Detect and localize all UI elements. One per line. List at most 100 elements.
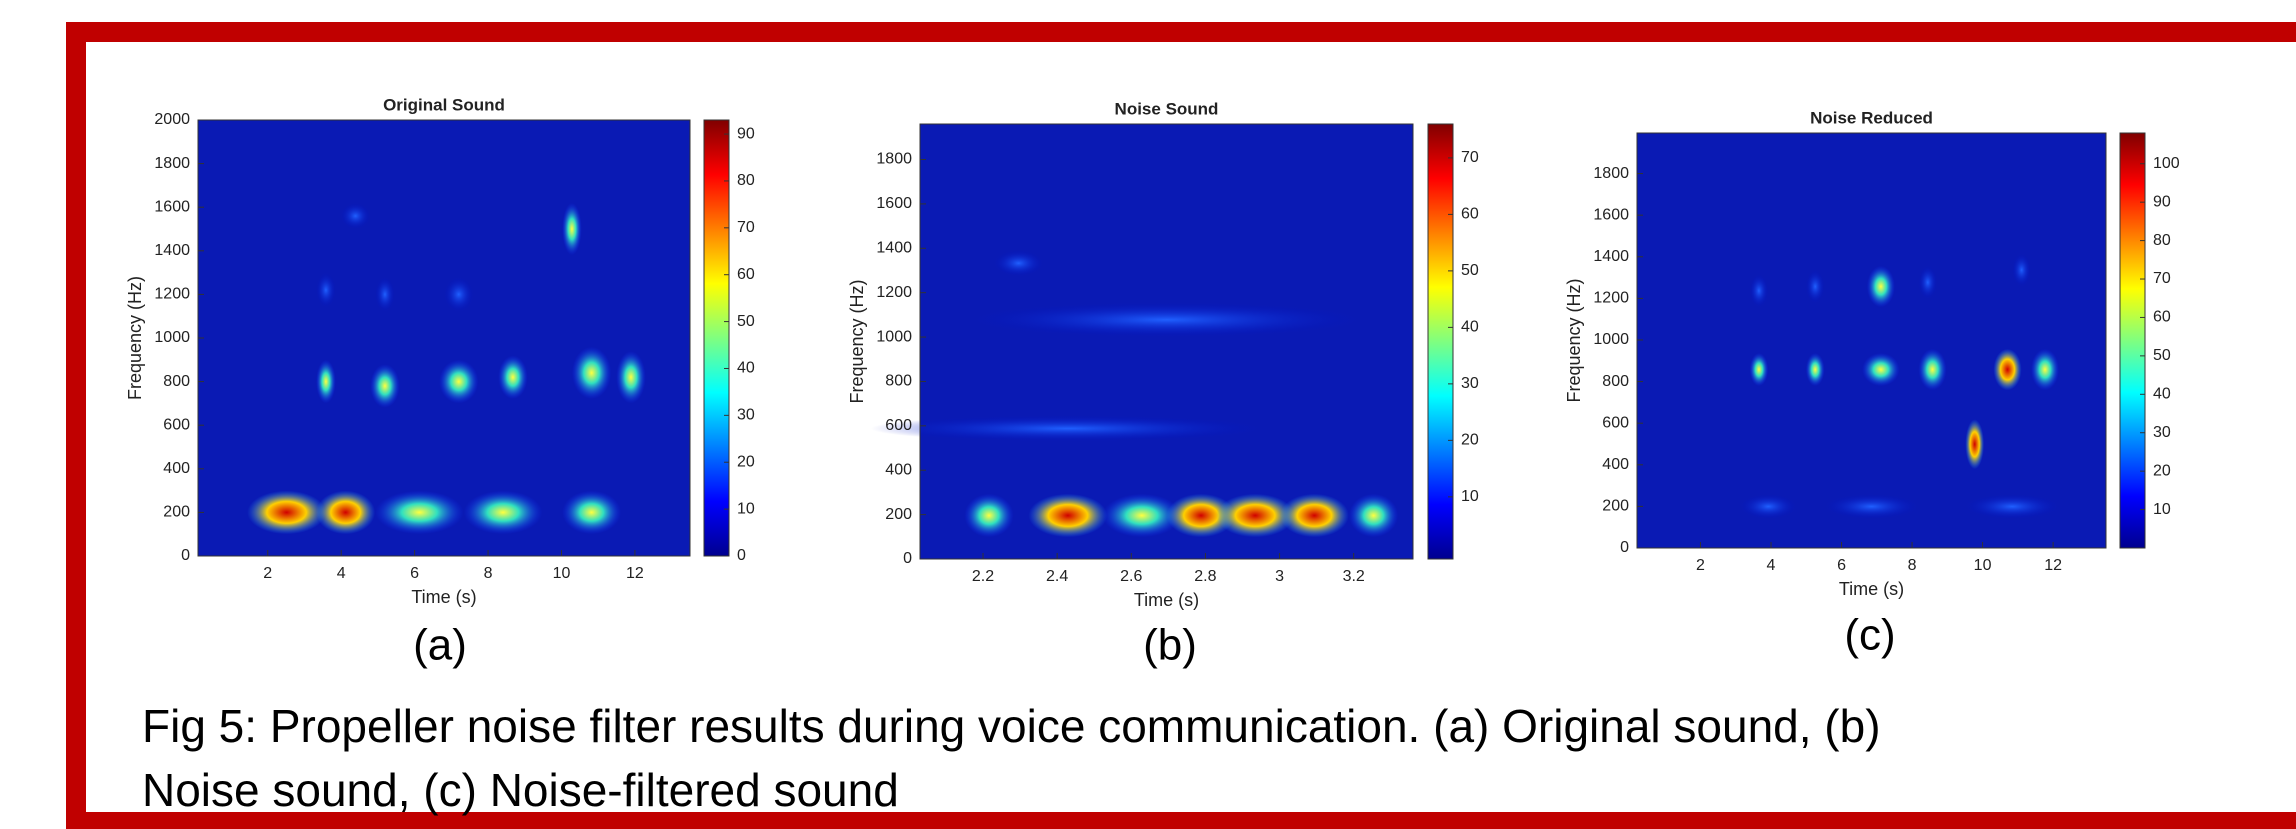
colorbar-tick-label: 20: [737, 453, 755, 470]
y-tick-label: 1000: [1593, 331, 1629, 348]
texture: [498, 355, 528, 399]
texture: [1965, 494, 2059, 519]
texture: [247, 491, 326, 535]
y-tick-label: 400: [163, 460, 190, 477]
y-tick-label: 2000: [154, 111, 190, 128]
texture: [1280, 494, 1349, 538]
panel-label: (a): [413, 621, 467, 670]
y-tick-label: 800: [1602, 373, 1629, 390]
x-tick-label: 6: [410, 565, 419, 582]
colorbar-tick-label: 30: [737, 407, 755, 424]
colorbar-tick-label: 100: [2153, 155, 2180, 172]
texture: [1825, 494, 1919, 519]
y-tick-label: 1600: [154, 198, 190, 215]
y-tick-label: 1400: [1593, 248, 1629, 265]
texture: [439, 360, 478, 404]
x-tick-label: 4: [337, 565, 346, 582]
y-tick-label: 1800: [154, 155, 190, 172]
texture: [572, 347, 611, 399]
plot-area: [1637, 133, 2106, 548]
x-tick-label: 2: [1696, 557, 1705, 574]
colorbar-tick-label: 40: [2153, 386, 2171, 403]
y-tick-label: 1000: [154, 329, 190, 346]
x-tick-label: 4: [1767, 557, 1776, 574]
x-tick-label: 8: [484, 565, 493, 582]
y-tick-label: 200: [163, 504, 190, 521]
texture: [316, 360, 336, 404]
x-tick-label: 2.6: [1120, 568, 1142, 585]
panel-label: (b): [1143, 621, 1197, 670]
x-tick-label: 10: [553, 565, 571, 582]
y-tick-label: 200: [1602, 498, 1629, 515]
colorbar-tick-label: 80: [2153, 232, 2171, 249]
panel-label: (c): [1844, 611, 1895, 660]
texture: [375, 277, 395, 312]
y-tick-label: 600: [1602, 414, 1629, 431]
colorbar: [2120, 133, 2145, 548]
texture: [316, 273, 336, 308]
y-tick-label: 1800: [876, 151, 912, 168]
y-tick-label: 1400: [876, 240, 912, 257]
caption-line: Fig 5: Propeller noise filter results du…: [142, 700, 1881, 752]
y-tick-label: 0: [1620, 539, 1629, 556]
colorbar-tick-label: 0: [737, 547, 746, 564]
chart-title: Noise Reduced: [1810, 108, 1933, 127]
colorbar-tick-label: 10: [1461, 488, 1479, 505]
texture: [871, 415, 1265, 441]
y-tick-label: 400: [885, 461, 912, 478]
y-tick-label: 800: [163, 373, 190, 390]
texture: [1918, 266, 1937, 299]
texture: [616, 351, 646, 403]
colorbar-tick-label: 40: [1461, 319, 1479, 336]
texture: [994, 250, 1043, 276]
x-axis-label: Time (s): [1839, 579, 1904, 599]
y-tick-label: 0: [181, 547, 190, 564]
colorbar-tick-label: 50: [737, 313, 755, 330]
colorbar-tick-label: 70: [1461, 149, 1479, 166]
colorbar-tick-label: 40: [737, 360, 755, 377]
texture: [375, 491, 464, 535]
texture: [370, 364, 400, 408]
colorbar-tick-label: 20: [1461, 432, 1479, 449]
texture: [1750, 353, 1769, 386]
x-tick-label: 2.2: [972, 568, 994, 585]
y-tick-label: 400: [1602, 456, 1629, 473]
colorbar-tick-label: 20: [2153, 462, 2171, 479]
x-tick-label: 2.8: [1194, 568, 1216, 585]
colorbar-tick-label: 70: [737, 219, 755, 236]
chart-title: Original Sound: [383, 95, 505, 114]
texture: [1028, 494, 1107, 538]
x-tick-label: 2: [263, 565, 272, 582]
x-axis-label: Time (s): [1134, 590, 1199, 610]
y-tick-label: 1800: [1593, 165, 1629, 182]
colorbar-tick-label: 90: [2153, 193, 2171, 210]
x-tick-label: 3: [1275, 568, 1284, 585]
y-axis-label: Frequency (Hz): [1564, 278, 1584, 402]
y-tick-label: 800: [885, 373, 912, 390]
texture: [562, 491, 621, 535]
colorbar-tick-label: 50: [1461, 262, 1479, 279]
colorbar-tick-label: 70: [2153, 270, 2171, 287]
texture: [444, 277, 474, 312]
y-tick-label: 1200: [154, 286, 190, 303]
texture: [1750, 274, 1769, 307]
texture: [316, 491, 375, 535]
texture: [1806, 353, 1825, 386]
x-tick-label: 12: [2044, 557, 2062, 574]
x-tick-label: 6: [1837, 557, 1846, 574]
colorbar-tick-label: 10: [2153, 501, 2171, 518]
figure: Fig 5: Propeller noise filter results du…: [0, 0, 2296, 829]
y-tick-label: 0: [903, 550, 912, 567]
colorbar: [704, 120, 729, 556]
texture: [341, 203, 371, 229]
colorbar-tick-label: 60: [1461, 206, 1479, 223]
texture: [464, 491, 543, 535]
chart-title: Noise Sound: [1115, 99, 1219, 118]
colorbar: [1428, 124, 1453, 559]
x-tick-label: 12: [626, 565, 644, 582]
texture: [1806, 270, 1825, 303]
y-tick-label: 1400: [154, 242, 190, 259]
texture: [1993, 349, 2021, 391]
colorbar-tick-label: 60: [2153, 309, 2171, 326]
y-tick-label: 200: [885, 506, 912, 523]
